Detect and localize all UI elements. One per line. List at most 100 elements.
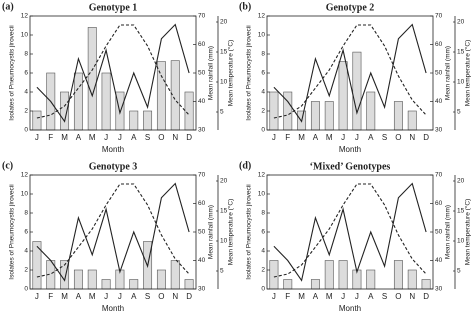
bar	[184, 279, 194, 290]
x-tick-label: M	[61, 133, 68, 142]
y3-axis-label: Mean temperature (°C)	[227, 199, 235, 266]
x-tick-label: A	[76, 133, 82, 142]
bar	[32, 110, 42, 131]
x-tick-label: N	[172, 292, 178, 301]
y-tick-label: 10	[258, 191, 266, 198]
y2-tick-label: 70	[435, 172, 443, 179]
x-tick-label: A	[76, 292, 82, 301]
y2-tick-label: 60	[198, 41, 206, 48]
y2-tick-label: 40	[435, 98, 443, 105]
x-tick-label: A	[131, 292, 137, 301]
rainfall-line	[36, 182, 190, 282]
y3-tick-label: 10	[457, 79, 465, 86]
y3-tick-label: 5	[220, 268, 224, 275]
x-tick-label: J	[355, 292, 359, 301]
x-tick-label: N	[409, 133, 415, 142]
y2-tick-label: 60	[198, 200, 206, 207]
bar	[60, 91, 70, 131]
bar	[407, 269, 417, 290]
bar	[143, 110, 153, 131]
x-tick-label: N	[172, 133, 178, 142]
bar	[421, 279, 431, 290]
bar	[324, 101, 334, 131]
y2-tick-label: 70	[198, 172, 206, 179]
bar	[129, 110, 139, 131]
y-tick-label: 12	[21, 13, 29, 20]
y-tick-label: 8	[261, 51, 265, 58]
x-tick-label: F	[285, 292, 290, 301]
y2-tick-label: 70	[435, 13, 443, 20]
x-tick-label: M	[89, 292, 96, 301]
y3-tick-label: 10	[220, 79, 228, 86]
y2-tick-label: 70	[198, 13, 206, 20]
rainfall-line	[273, 23, 427, 123]
panel-label: (c)	[2, 160, 13, 171]
y-tick-label: 0	[261, 127, 265, 134]
y2-axis-label: Mean rainfall (mm)	[445, 205, 452, 259]
x-tick-label: D	[186, 292, 192, 301]
x-tick-label: A	[368, 133, 374, 142]
y3-tick-label: 15	[457, 49, 465, 56]
bar	[101, 72, 111, 131]
y2-tick-label: 30	[435, 286, 443, 293]
x-tick-label: D	[186, 133, 192, 142]
y3-tick-label: 20	[457, 178, 465, 185]
x-tick-label: S	[382, 292, 387, 301]
y-tick-label: 12	[21, 172, 29, 179]
x-tick-label: J	[341, 292, 345, 301]
chart-title: ‘Mixed’ Genotypes	[310, 161, 391, 172]
y3-tick-label: 5	[457, 109, 461, 116]
y3-tick-label: 10	[220, 238, 228, 245]
y3-tick-label: 20	[220, 178, 228, 185]
x-tick-label: M	[89, 133, 96, 142]
x-tick-label: O	[395, 292, 401, 301]
chart-title: Genotype 3	[89, 161, 138, 172]
temperature-line	[36, 24, 190, 119]
x-tick-label: M	[326, 292, 333, 301]
bar	[87, 269, 97, 290]
y-tick-label: 10	[21, 191, 29, 198]
bar	[393, 101, 403, 131]
y2-axis-label: Mean rainfall (mm)	[208, 46, 215, 100]
bar	[352, 51, 362, 131]
y2-tick-label: 30	[198, 286, 206, 293]
y-tick-label: 2	[261, 108, 265, 115]
y2-tick-label: 60	[435, 41, 443, 48]
x-tick-label: M	[298, 133, 305, 142]
y3-axis-label: Mean temperature (°C)	[227, 40, 235, 107]
rainfall-line	[36, 23, 190, 123]
x-tick-label: D	[423, 292, 429, 301]
bar	[366, 91, 376, 131]
bar	[73, 269, 83, 290]
y-tick-label: 6	[24, 70, 28, 77]
x-tick-label: J	[272, 133, 276, 142]
y-tick-label: 0	[24, 286, 28, 293]
x-tick-label: S	[145, 133, 150, 142]
x-axis-label: Month	[339, 145, 361, 154]
chart-title: Genotype 1	[89, 2, 138, 13]
x-tick-label: J	[104, 292, 108, 301]
y2-tick-label: 30	[435, 127, 443, 134]
y2-tick-label: 40	[198, 98, 206, 105]
y2-tick-label: 40	[435, 257, 443, 264]
y2-tick-label: 50	[435, 70, 443, 77]
bar	[87, 27, 97, 131]
x-tick-label: F	[48, 133, 53, 142]
x-tick-label: S	[145, 292, 150, 301]
y-tick-label: 8	[261, 210, 265, 217]
y-tick-label: 6	[261, 70, 265, 77]
x-tick-label: A	[313, 292, 319, 301]
bar	[366, 269, 376, 290]
y-tick-label: 2	[24, 108, 28, 115]
y-axis-label: Isolates of Pneumocystis jirovecii	[9, 184, 16, 279]
y3-tick-label: 20	[457, 19, 465, 26]
x-tick-label: O	[158, 133, 164, 142]
y-tick-label: 8	[24, 51, 28, 58]
panel-label: (b)	[239, 1, 251, 12]
x-tick-label: J	[118, 292, 122, 301]
bar	[393, 260, 403, 290]
x-tick-label: A	[368, 292, 374, 301]
x-tick-label: F	[285, 133, 290, 142]
y-tick-label: 10	[21, 32, 29, 39]
y3-tick-label: 20	[220, 19, 228, 26]
